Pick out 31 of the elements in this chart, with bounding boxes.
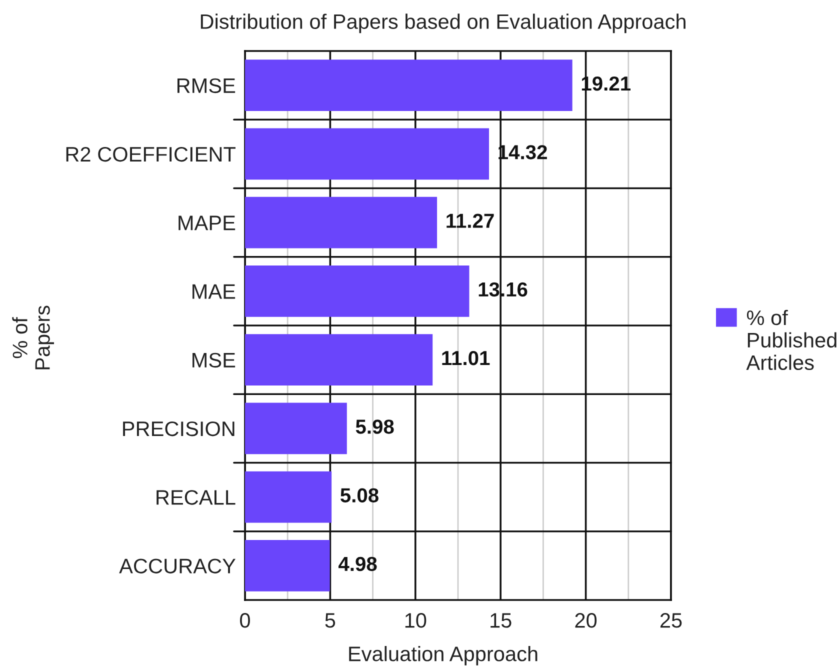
bar	[245, 402, 347, 454]
data-label: 11.27	[446, 214, 494, 228]
y-tick-label: PRECISION	[123, 421, 234, 436]
chart-title: Distribution of Papers based on Evaluation Approach	[200, 14, 686, 34]
y-tick-label: ACCURACY	[119, 558, 236, 574]
bar	[245, 196, 438, 248]
data-label: 4.98	[338, 556, 377, 572]
y-tick-label: MSE	[192, 352, 236, 368]
bar	[245, 471, 332, 523]
y-tick-label: MAE	[192, 284, 236, 299]
bar	[245, 265, 470, 317]
legend-label: % of Published Articles	[746, 310, 836, 370]
y-tick-label: RECALL	[156, 490, 236, 505]
y-tick-label: MAPE	[178, 216, 236, 230]
bar	[245, 540, 330, 592]
bar	[245, 128, 490, 180]
x-tick-label: 10	[405, 613, 426, 628]
y-tick-label: RMSE	[177, 78, 236, 94]
y-axis-title: % of Papers	[12, 306, 54, 370]
data-label: 5.08	[340, 488, 378, 502]
x-tick-label: 20	[575, 613, 597, 628]
data-label: 11.01	[442, 350, 490, 366]
bar	[245, 60, 572, 112]
x-tick-label: 0	[240, 613, 250, 628]
x-tick-label: 15	[490, 613, 512, 628]
bar	[245, 334, 433, 386]
x-axis-title: Evaluation Approach	[349, 646, 538, 666]
y-tick-label: R2 COEFFICIENT	[66, 146, 236, 162]
x-tick-label: 25	[660, 613, 682, 628]
x-tick-label: 5	[325, 613, 336, 628]
data-label: 5.98	[356, 420, 394, 434]
